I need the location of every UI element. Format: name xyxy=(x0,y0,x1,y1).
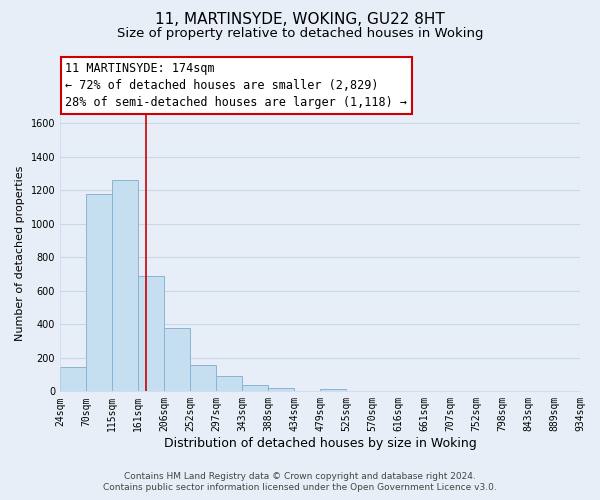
Bar xyxy=(320,389,346,392)
Bar xyxy=(216,376,242,392)
Bar xyxy=(139,276,164,392)
Text: Size of property relative to detached houses in Woking: Size of property relative to detached ho… xyxy=(117,28,483,40)
Text: 11, MARTINSYDE, WOKING, GU22 8HT: 11, MARTINSYDE, WOKING, GU22 8HT xyxy=(155,12,445,28)
Text: 11 MARTINSYDE: 174sqm
← 72% of detached houses are smaller (2,829)
28% of semi-d: 11 MARTINSYDE: 174sqm ← 72% of detached … xyxy=(65,62,407,109)
Bar xyxy=(190,364,216,392)
X-axis label: Distribution of detached houses by size in Woking: Distribution of detached houses by size … xyxy=(164,437,476,450)
Bar xyxy=(112,180,139,392)
Bar xyxy=(60,366,86,392)
Bar xyxy=(242,385,268,392)
Bar xyxy=(86,194,112,392)
Y-axis label: Number of detached properties: Number of detached properties xyxy=(15,166,25,340)
Bar xyxy=(268,388,295,392)
Text: Contains HM Land Registry data © Crown copyright and database right 2024.
Contai: Contains HM Land Registry data © Crown c… xyxy=(103,472,497,492)
Bar xyxy=(164,328,190,392)
